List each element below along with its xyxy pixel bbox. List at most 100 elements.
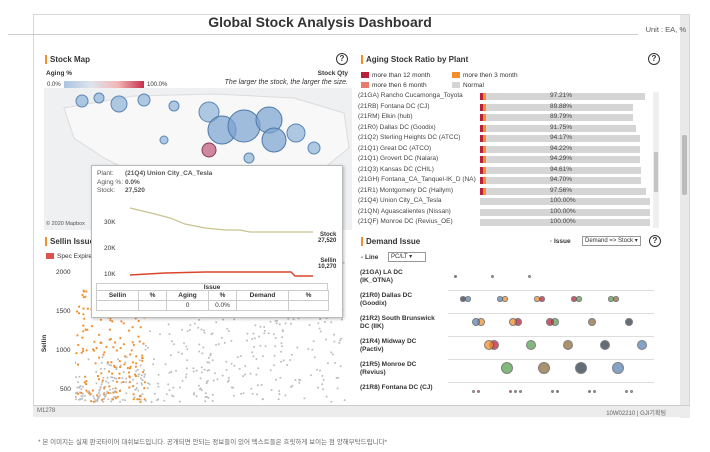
sellin-point-expired [85, 349, 88, 352]
aging-legend-2: more then 3 month [452, 72, 518, 79]
sellin-point-expired [78, 305, 81, 308]
aging-bar-normal [480, 103, 633, 111]
sellin-point-expired [82, 330, 85, 333]
sellin-point-expired [118, 372, 121, 375]
aging-row-plant: (21Q4) Union City_CA_Tesla [358, 197, 442, 204]
sellin-point [147, 382, 150, 385]
demand-bubble [550, 389, 554, 393]
tooltip-y20: 20K [104, 245, 116, 252]
y-tick: 1500 [56, 308, 71, 315]
sellin-point [144, 373, 147, 376]
aging-row[interactable]: (21Q2) Sterling Heights DC (ATCC) [358, 134, 460, 143]
demand-row-label[interactable]: (21R0) Dallas DC (Goodix) [360, 292, 413, 307]
col-pct: % [208, 290, 237, 301]
aging-row[interactable]: (21QF) Monroe DC (Revius_OE) [358, 218, 453, 227]
sellin-point [115, 377, 118, 380]
sellin-point [294, 379, 297, 381]
demand-help-icon[interactable]: ? [649, 235, 661, 247]
sellin-point-expired [77, 343, 80, 347]
sellin-point-expired [115, 349, 118, 352]
aging-ratio-help-icon[interactable]: ? [648, 53, 660, 65]
sellin-point [193, 392, 196, 395]
demand-row-label[interactable]: (21R5) Monroe DC (Revius) [360, 361, 417, 376]
tooltip-sellin-end-label: Sellin 10,270 [318, 258, 337, 270]
aging-row-plant: (21Q1) Grovert DC (Nalara) [358, 155, 439, 162]
aging-row[interactable]: (21Q1) Grovert DC (Nalara) [358, 155, 438, 164]
sellin-point [317, 322, 320, 325]
demand-bubble [599, 339, 611, 351]
sellin-point [75, 398, 77, 401]
aging-row[interactable]: (21Q1) Great DC (ATCO) [358, 145, 431, 154]
demand-row-label[interactable]: (21GA) LA DC (IK_OTNA) [360, 269, 403, 284]
sellin-point [136, 368, 139, 371]
sellin-point [186, 330, 189, 333]
aging-scrollbar[interactable] [653, 92, 659, 228]
legend-swatch-normal [452, 82, 460, 89]
aging-bar-3m [483, 177, 486, 184]
sellin-point-expired [133, 373, 137, 376]
line-select[interactable]: PC/LT ▾ [388, 252, 426, 262]
sellin-point [156, 382, 159, 385]
demand-row-label[interactable]: (21R4) Midway DC (Pactiv) [360, 338, 417, 353]
sellin-point-expired [141, 359, 144, 362]
sellin-point [331, 353, 334, 356]
sellin-point [233, 394, 235, 397]
sellin-point [310, 374, 312, 377]
aging-row[interactable]: (21GH) Fontana_CA_Tanquel-IK_D (NA) [358, 176, 476, 185]
aging-row[interactable]: (21RM) Elkin (hub) [358, 113, 413, 122]
stock-map-help-icon[interactable]: ? [336, 53, 348, 65]
sellin-point [125, 377, 128, 380]
sellin-point-expired [81, 336, 84, 339]
sellin-point [100, 383, 103, 386]
sellin-point [172, 343, 175, 346]
sellin-point-expired [93, 340, 96, 343]
sellin-point [236, 356, 239, 359]
aging-row[interactable]: (21QN) Aguascalientes (Nissan) [358, 208, 451, 217]
aging-row-value: 89.88% [550, 102, 573, 110]
aging-row[interactable]: (21Q4) Union City_CA_Tesla [358, 197, 441, 206]
aging-row-value: 94.29% [550, 155, 573, 162]
map-bubble [110, 95, 128, 113]
sellin-point-expired [106, 361, 109, 364]
issue-select[interactable]: Demand => Stock ▾ [582, 236, 641, 246]
sellin-point [260, 384, 263, 386]
aging-bar-3m [483, 103, 486, 111]
demand-row-label[interactable]: (21R8) Fontana DC (CJ) [360, 384, 433, 391]
sellin-point [256, 393, 258, 396]
sellin-point [103, 367, 106, 370]
sellin-point-expired [112, 346, 115, 349]
sellin-legend: Spec Expired [46, 253, 96, 260]
sellin-point [185, 345, 188, 348]
demand-row-label[interactable]: (21R2) South Brunswick DC (IIK) [360, 315, 435, 330]
map-credit: © 2020 Mapbox [46, 220, 85, 227]
sellin-point-expired [102, 393, 105, 396]
aging-row[interactable]: (21Q3) Kansas DC (CHIL) [358, 166, 434, 175]
scroll-thumb[interactable] [682, 135, 687, 195]
aging-row-value: 94.70% [550, 176, 573, 183]
aging-row[interactable]: (21GA) Rancho Cucamonga_Toyota [358, 92, 463, 101]
sellin-point [276, 319, 278, 322]
sellin-point [95, 371, 98, 373]
val-sellin [96, 300, 139, 311]
sellin-point-expired [124, 355, 127, 358]
aging-row[interactable]: (21R0) Dallas DC (Goodix) [358, 124, 436, 133]
demand-bubble [518, 389, 522, 393]
sellin-point-expired [131, 361, 135, 364]
aging-row[interactable]: (21RB) Fontana DC (CJ) [358, 103, 430, 112]
sellin-point [98, 389, 101, 392]
sellin-point-expired [82, 290, 85, 293]
sellin-point [206, 361, 209, 364]
sellin-point [339, 365, 342, 368]
aging-bar-3m [483, 114, 486, 121]
sellin-point-expired [96, 394, 99, 397]
sellin-point [92, 395, 95, 398]
sellin-point [242, 375, 245, 378]
aging-bar-3m [483, 145, 486, 153]
sellin-point [208, 361, 211, 364]
aging-row-plant: (21RB) Fontana DC (CJ) [358, 102, 430, 110]
aging-bar-normal [480, 135, 640, 142]
aging-row[interactable]: (21R1) Montgomery DC (Hallym) [358, 187, 453, 196]
vertical-scrollbar[interactable] [680, 15, 689, 418]
sellin-point-expired [85, 389, 88, 392]
sellin-point-expired [102, 353, 105, 356]
